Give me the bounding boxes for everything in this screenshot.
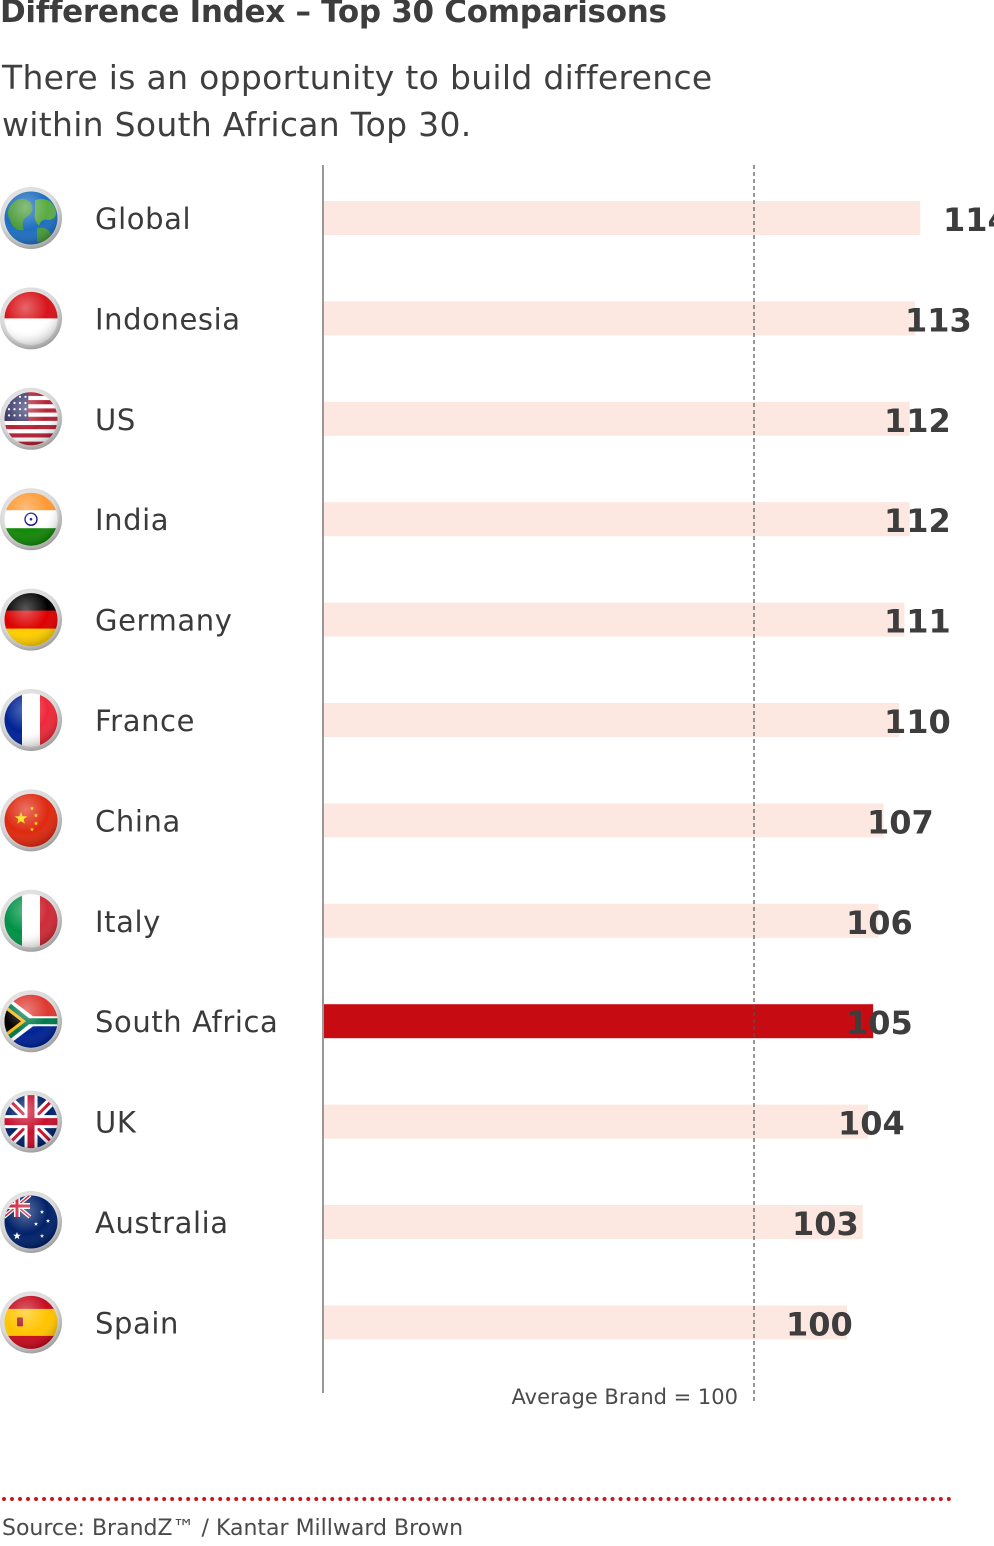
value-label: 112 [884, 502, 951, 540]
bar-france [324, 703, 900, 737]
bar-global [324, 201, 921, 235]
bar-chart: Global Indonesia US India Germany France China… [0, 165, 994, 1409]
category-label: Germany [95, 604, 233, 638]
footer-divider [2, 1497, 952, 1501]
bar-germany [324, 602, 905, 637]
category-label: Indonesia [95, 302, 241, 336]
bar-spain [324, 1305, 847, 1340]
value-label: 103 [792, 1205, 859, 1243]
category-label: China [95, 804, 181, 838]
bar-us [324, 401, 910, 436]
france-flag-icon [0, 689, 62, 751]
category-label: France [95, 704, 195, 738]
chart-subtitle: There is an opportunity to build differe… [2, 58, 713, 144]
globe-icon [0, 187, 62, 249]
value-label: 113 [905, 301, 972, 339]
indonesia-flag-icon [0, 287, 62, 350]
value-label: 100 [786, 1305, 853, 1343]
australia-flag-icon [0, 1191, 62, 1253]
spain-flag-icon [0, 1291, 62, 1354]
category-label: Australia [95, 1206, 229, 1240]
value-label: 111 [884, 603, 951, 641]
value-label: 107 [867, 803, 934, 841]
category-label: Italy [95, 905, 161, 939]
value-label: 112 [884, 402, 951, 440]
germany-flag-icon [0, 588, 62, 651]
value-label: 110 [884, 703, 951, 741]
value-label: 104 [838, 1105, 905, 1143]
south-africa-flag-icon [0, 990, 62, 1053]
india-flag-icon [0, 488, 62, 551]
category-label: UK [95, 1106, 137, 1140]
chart-title: Difference Index – Top 30 Comparisons [0, 0, 667, 30]
value-label: 114 [943, 201, 994, 239]
category-label: South Africa [95, 1005, 278, 1039]
china-flag-icon [0, 789, 62, 852]
bar-south-africa [324, 1004, 874, 1039]
bar-uk [324, 1104, 868, 1139]
bar-china [324, 803, 884, 838]
bar-italy [324, 903, 879, 938]
us-flag-icon [0, 387, 62, 450]
category-label: India [95, 503, 169, 537]
category-label: US [95, 403, 136, 437]
italy-flag-icon [0, 889, 62, 952]
bar-india [324, 502, 910, 537]
uk-flag-icon [0, 1090, 62, 1153]
value-label: 106 [846, 904, 913, 942]
average-reference-label: Average Brand = 100 [512, 1385, 739, 1409]
source-note: Source: BrandZ™ / Kantar Millward Brown [2, 1516, 464, 1541]
category-label: Global [95, 202, 191, 236]
value-label: 105 [846, 1004, 913, 1042]
bar-australia [324, 1205, 863, 1239]
bar-indonesia [324, 301, 915, 336]
category-label: Spain [95, 1306, 179, 1340]
